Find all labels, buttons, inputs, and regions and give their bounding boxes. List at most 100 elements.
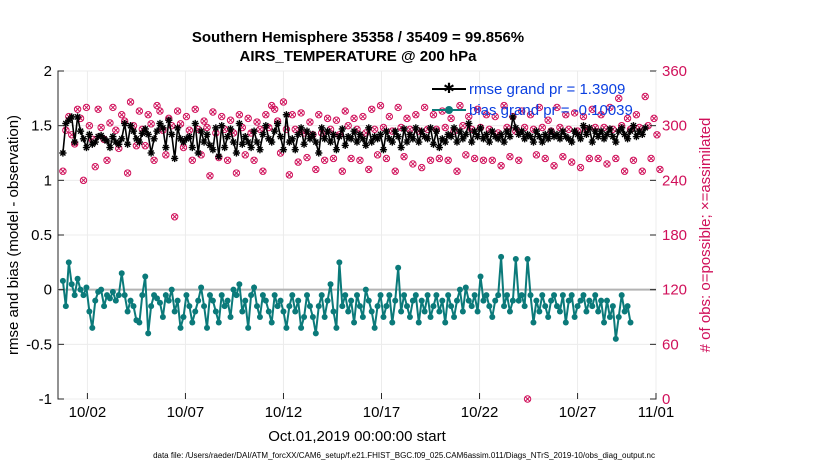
bias-point (456, 286, 463, 293)
obs-x-stroke (530, 126, 537, 133)
obs-x-stroke (595, 155, 602, 162)
obs-x-stroke (339, 168, 346, 175)
rmse-point (318, 124, 326, 132)
obs-assimilated-marker (260, 168, 266, 175)
rmse-star-stroke (383, 128, 390, 135)
obs-assimilated-marker (298, 110, 304, 116)
rmse-star-stroke (609, 133, 616, 140)
obs-x-stroke (174, 108, 181, 114)
obs-assimilated-marker (289, 111, 296, 118)
bias-point (580, 292, 587, 299)
obs-possible-marker (147, 120, 155, 128)
rmse-star-stroke (330, 131, 337, 138)
rmse-star-stroke (186, 133, 193, 140)
obs-assimilated-marker (545, 117, 552, 124)
rmse-star-stroke (503, 128, 511, 135)
obs-possible-marker (482, 111, 491, 119)
rmse-star-stroke (277, 133, 284, 140)
bias-point (333, 324, 340, 331)
rmse-point (159, 124, 167, 132)
obs-possible-marker (209, 108, 217, 116)
rmse-point (71, 138, 79, 146)
rmse-point (518, 127, 526, 135)
obs-assimilated-marker (483, 111, 490, 118)
obs-assimilated-marker (633, 111, 640, 118)
obs-x-stroke (524, 396, 531, 402)
rmse-point (129, 127, 138, 135)
bias-point (601, 319, 608, 326)
data-file-footnote: data file: /Users/raeder/DAI/ATM_forcXX/… (153, 451, 655, 460)
rmse-star-stroke (280, 146, 287, 153)
rmse-star-stroke (262, 122, 269, 129)
obs-assimilated-marker (236, 111, 243, 118)
obs-assimilated-marker (551, 162, 557, 169)
obs-x-stroke (162, 151, 169, 158)
obs-x-stroke (312, 166, 319, 173)
rmse-star-stroke (321, 135, 328, 142)
rmse-point (59, 149, 67, 157)
obs-x-stroke (480, 157, 487, 164)
bias-point (545, 314, 552, 320)
obs-possible-marker (576, 163, 585, 172)
obs-assimilated-marker (480, 157, 487, 164)
obs-x-stroke (189, 157, 196, 164)
bias-point (409, 297, 416, 304)
rmse-star-stroke (495, 135, 502, 142)
obs-assimilated-marker (560, 153, 566, 160)
obs-x-stroke (74, 106, 81, 113)
obs-possible-marker (491, 112, 499, 121)
obs-assimilated-marker (442, 124, 449, 131)
rmse-star-stroke (559, 128, 566, 135)
bias-point (471, 292, 478, 299)
bias-point (136, 319, 143, 326)
rmse-point (347, 135, 355, 143)
obs-x-stroke (430, 111, 437, 118)
obs-possible-marker (350, 114, 358, 123)
obs-assimilated-marker (651, 115, 657, 122)
obs-x-stroke (604, 161, 610, 167)
obs-x-stroke (360, 113, 366, 120)
obs-assimilated-marker (107, 120, 113, 126)
rmse-star-stroke (415, 139, 422, 146)
rmse-star-stroke (336, 133, 343, 140)
bias-point (71, 292, 78, 299)
rmse-point (471, 127, 479, 135)
obs-possible-marker (150, 156, 158, 164)
rmse-point (147, 149, 155, 157)
bias-point (251, 284, 258, 291)
obs-assimilated-marker (412, 111, 419, 118)
obs-assimilated-marker (554, 104, 560, 111)
obs-assimilated-marker (233, 170, 240, 176)
obs-x-stroke (183, 113, 190, 120)
bias-point (477, 273, 484, 280)
rmse-star-stroke (203, 131, 211, 138)
obs-possible-marker (515, 156, 523, 164)
obs-x-stroke (527, 111, 534, 118)
obs-x-stroke (224, 157, 231, 164)
rmse-star-stroke (633, 133, 640, 140)
rmse-star-stroke (601, 135, 608, 142)
rmse-point (124, 140, 132, 148)
rmse-point (606, 125, 614, 133)
bias-point (374, 303, 381, 310)
obs-x-stroke (398, 124, 404, 131)
rmse-point (297, 124, 305, 132)
rmse-point (115, 140, 123, 148)
rmse-point (388, 138, 396, 146)
rmse-point (312, 138, 320, 146)
obs-assimilated-marker (457, 102, 463, 109)
rmse-star-stroke (565, 135, 572, 142)
right-tick-label: 180 (662, 227, 687, 244)
bias-point (492, 297, 499, 304)
obs-possible-marker (453, 167, 461, 175)
rmse-star-stroke (148, 149, 155, 157)
obs-assimilated-marker (542, 155, 549, 162)
rmse-star-stroke (386, 135, 393, 142)
rmse-star-stroke (86, 131, 93, 138)
x-tick-label: 10/27 (559, 404, 597, 421)
obs-possible-marker (106, 119, 114, 127)
obs-x-stroke (565, 126, 572, 133)
obs-assimilated-marker (586, 155, 593, 162)
bias-point (451, 314, 458, 320)
obs-assimilated-marker (307, 119, 313, 125)
